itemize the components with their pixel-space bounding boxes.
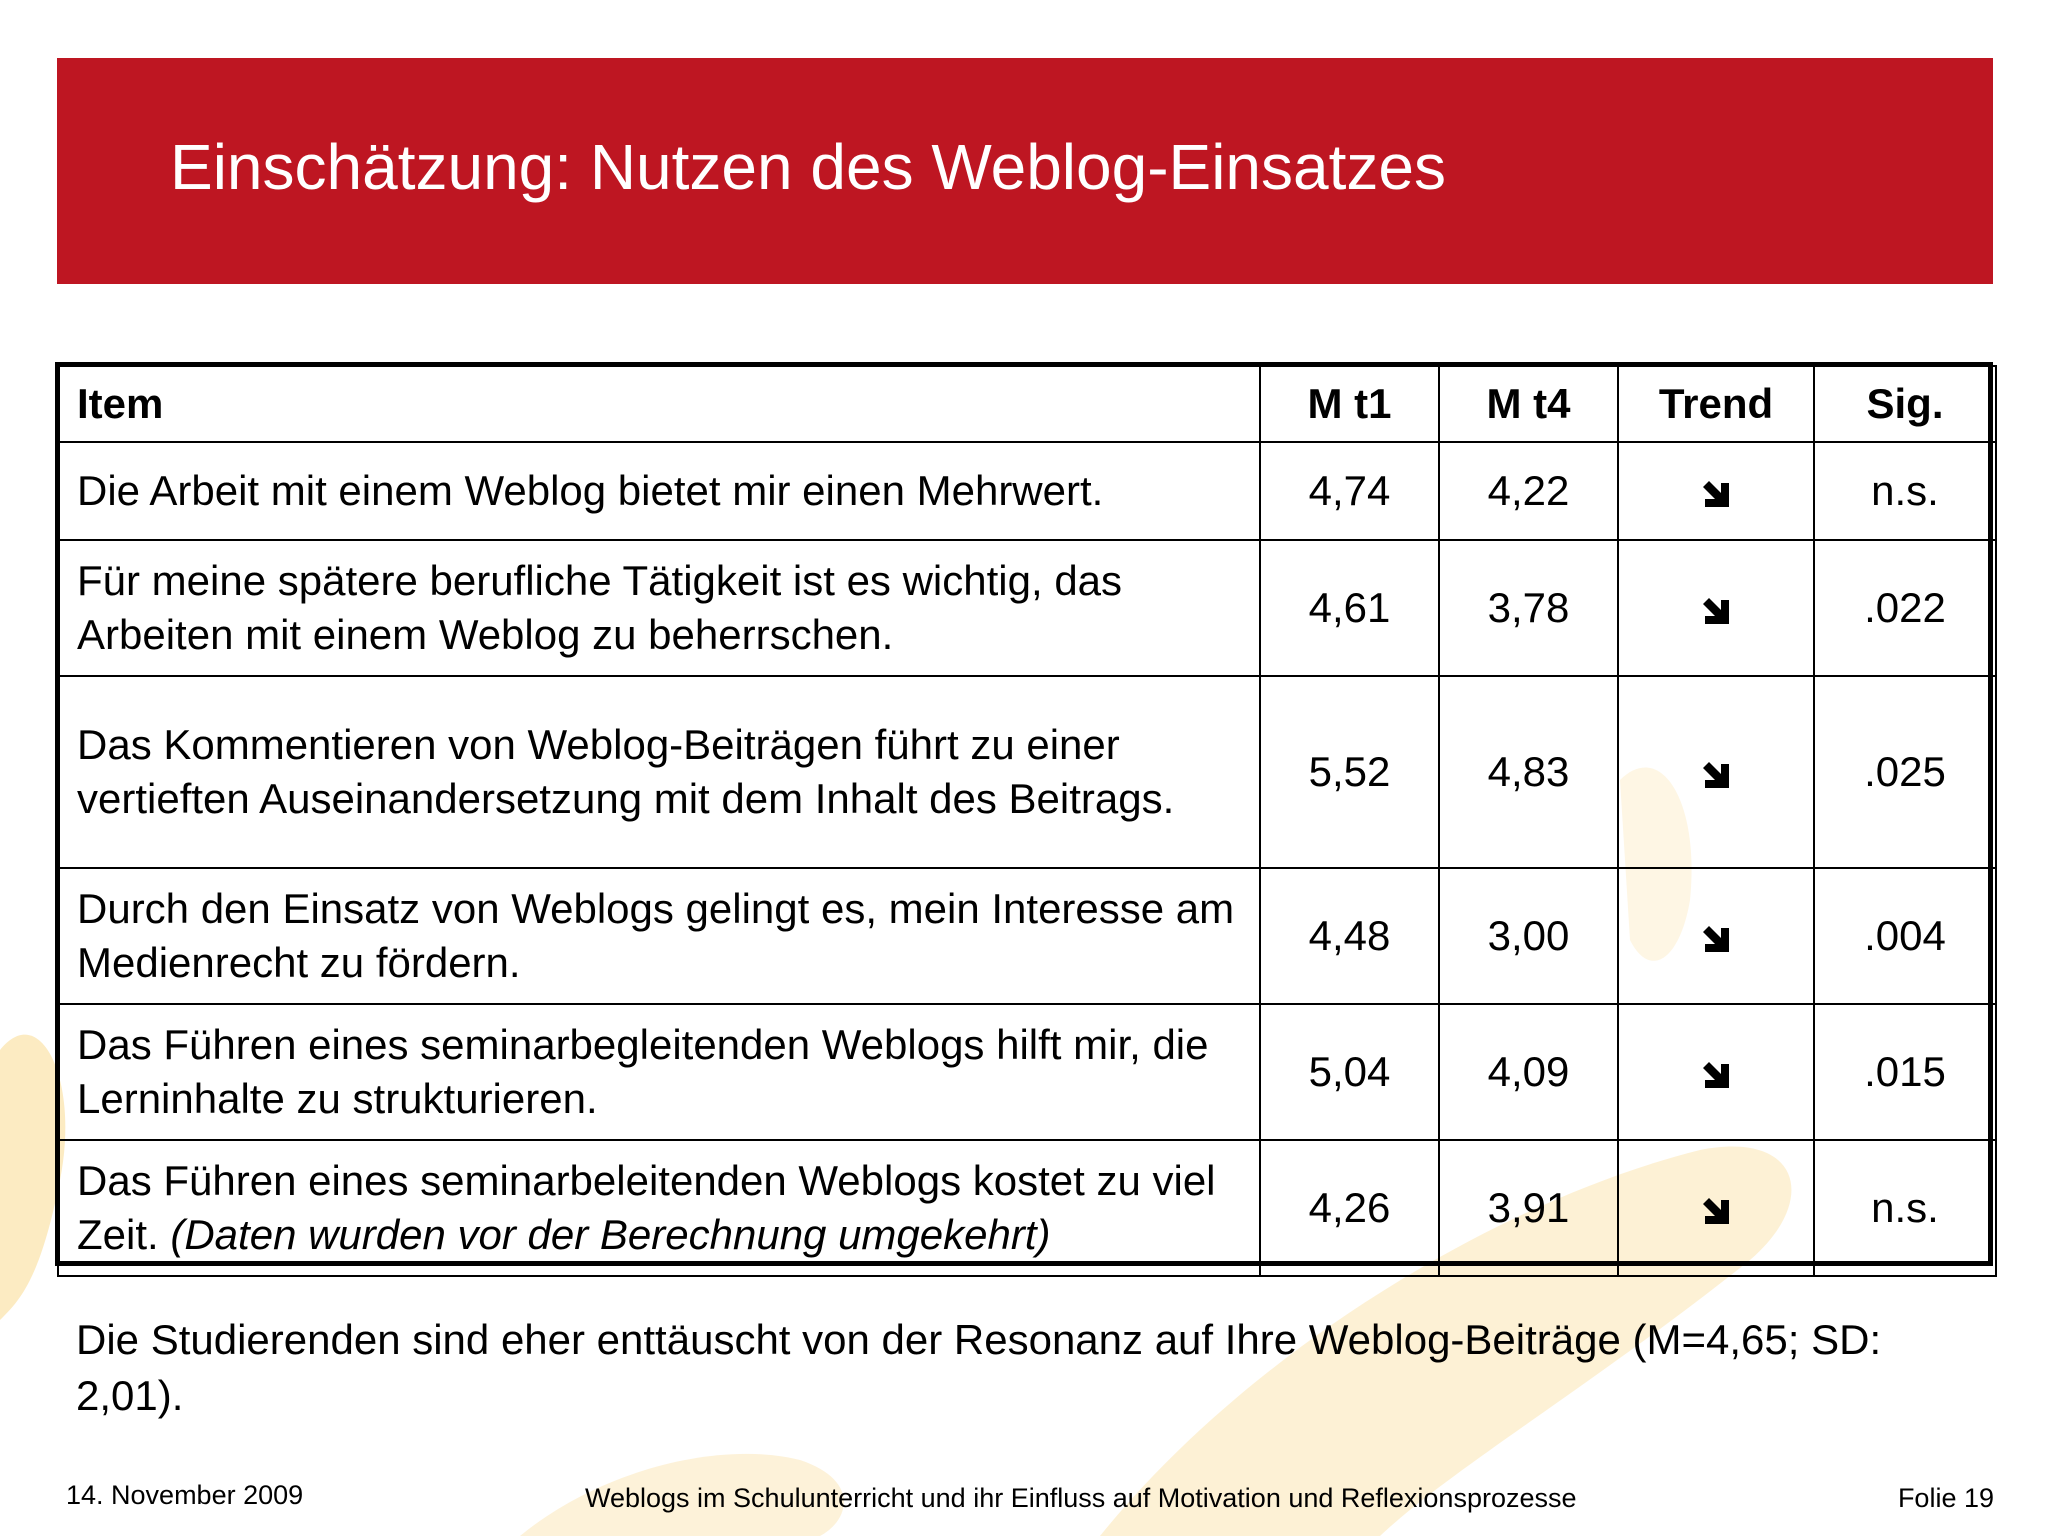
mt1-value: 4,26 — [1259, 1139, 1440, 1277]
arrow-down-right-icon — [1703, 597, 1729, 624]
mt1-value: 4,61 — [1259, 539, 1440, 677]
sig-value: .022 — [1813, 539, 1997, 677]
arrow-down-right-icon — [1703, 925, 1729, 952]
header-mt1: M t1 — [1259, 365, 1440, 443]
mt4-value: 4,09 — [1438, 1003, 1619, 1141]
sig-value: .015 — [1813, 1003, 1997, 1141]
item-text: Für meine spätere berufliche Tätigkeit i… — [57, 539, 1261, 677]
sig-value: n.s. — [1813, 1139, 1997, 1277]
slide-title: Einschätzung: Nutzen des Weblog-Einsatze… — [170, 131, 1446, 203]
mt4-value: 4,83 — [1438, 675, 1619, 869]
item-statement: Für meine spätere berufliche Tätigkeit i… — [77, 557, 1123, 658]
footer-slide-number: Folie 19 — [1897, 1483, 1994, 1513]
trend-cell — [1617, 675, 1815, 869]
sig-value: .004 — [1813, 867, 1997, 1005]
item-statement: Die Arbeit mit einem Weblog bietet mir e… — [77, 467, 1104, 514]
item-text: Das Führen eines seminarbegleitenden Web… — [57, 1003, 1261, 1141]
results-table: Item M t1 M t4 Trend Sig. Die Arbeit mit… — [57, 365, 1997, 1277]
mt4-value: 4,22 — [1438, 441, 1619, 541]
arrow-down-right-icon — [1703, 761, 1729, 788]
item-text: Das Kommentieren von Weblog-Beiträgen fü… — [57, 675, 1261, 869]
arrow-down-right-icon — [1703, 1197, 1729, 1224]
arrow-down-right-icon — [1703, 480, 1729, 507]
table-row: Das Führen eines seminarbegleitenden Web… — [57, 1003, 1997, 1141]
table-row: Die Arbeit mit einem Weblog bietet mir e… — [57, 441, 1997, 541]
header-sig: Sig. — [1813, 365, 1997, 443]
footer-date: 14. November 2009 — [66, 1480, 304, 1510]
mt1-value: 4,48 — [1259, 867, 1440, 1005]
table-header-row: Item M t1 M t4 Trend Sig. — [57, 365, 1997, 443]
header-trend: Trend — [1617, 365, 1815, 443]
item-text: Die Arbeit mit einem Weblog bietet mir e… — [57, 441, 1261, 541]
trend-cell — [1617, 1003, 1815, 1141]
header-item: Item — [57, 365, 1261, 443]
header-mt4: M t4 — [1438, 365, 1619, 443]
mt4-value: 3,78 — [1438, 539, 1619, 677]
item-statement: Durch den Einsatz von Weblogs gelingt es… — [77, 885, 1235, 986]
table-row: Das Führen eines seminarbeleitenden Webl… — [57, 1139, 1997, 1277]
item-statement: Das Führen eines seminarbegleitenden Web… — [77, 1021, 1209, 1122]
summary-text: Die Studierenden sind eher enttäuscht vo… — [76, 1316, 1882, 1419]
item-statement: Das Führen eines seminarbeleitenden Webl… — [77, 1157, 1216, 1258]
trend-cell — [1617, 441, 1815, 541]
mt1-value: 5,04 — [1259, 1003, 1440, 1141]
mt1-value: 4,74 — [1259, 441, 1440, 541]
item-text: Durch den Einsatz von Weblogs gelingt es… — [57, 867, 1261, 1005]
trend-cell — [1617, 539, 1815, 677]
title-bar: Einschätzung: Nutzen des Weblog-Einsatze… — [57, 58, 1993, 284]
table-row: Durch den Einsatz von Weblogs gelingt es… — [57, 867, 1997, 1005]
sig-value: n.s. — [1813, 441, 1997, 541]
item-text: Das Führen eines seminarbeleitenden Webl… — [57, 1139, 1261, 1277]
arrow-down-right-icon — [1703, 1061, 1729, 1088]
mt1-value: 5,52 — [1259, 675, 1440, 869]
mt4-value: 3,00 — [1438, 867, 1619, 1005]
table-row: Für meine spätere berufliche Tätigkeit i… — [57, 539, 1997, 677]
item-statement: Das Kommentieren von Weblog-Beiträgen fü… — [77, 721, 1175, 822]
item-note: (Daten wurden vor der Berechnung umgekeh… — [170, 1211, 1051, 1258]
trend-cell — [1617, 1139, 1815, 1277]
mt4-value: 3,91 — [1438, 1139, 1619, 1277]
footer-presentation-title: Weblogs im Schulunterricht und ihr Einfl… — [585, 1483, 1577, 1513]
sig-value: .025 — [1813, 675, 1997, 869]
table-row: Das Kommentieren von Weblog-Beiträgen fü… — [57, 675, 1997, 869]
trend-cell — [1617, 867, 1815, 1005]
